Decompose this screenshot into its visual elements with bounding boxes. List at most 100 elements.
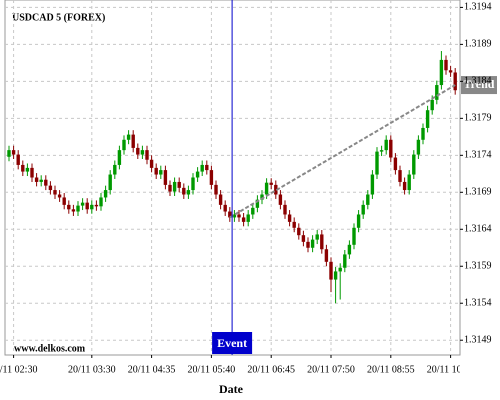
trend-label-box — [461, 76, 497, 95]
candle-body — [48, 185, 53, 191]
x-tick-label: 20/11 06:45 — [247, 364, 295, 375]
candle-body — [343, 254, 347, 268]
candle-body — [292, 221, 296, 228]
candle-body — [375, 151, 379, 175]
candle-body — [223, 204, 227, 212]
candle-body — [407, 174, 411, 191]
candle-body — [352, 227, 356, 245]
candle-body — [370, 174, 375, 195]
candle-body — [444, 59, 448, 71]
candle-body — [39, 179, 43, 182]
candle-body — [278, 194, 283, 205]
candle-body — [310, 239, 315, 248]
candle-body — [122, 139, 126, 151]
candle-body — [7, 150, 11, 157]
y-tick-label: 1.3154 — [464, 298, 492, 309]
candle-body — [361, 204, 365, 215]
x-tick-label: 20/11 05:40 — [188, 364, 236, 375]
candle-body — [53, 190, 57, 195]
y-tick-label: 1.3159 — [464, 261, 492, 272]
candle-body — [159, 170, 163, 175]
y-tick-label: 1.3184 — [464, 76, 492, 87]
y-labels: 1.3149 1.3154 1.3159 1.3164 1.3169 1.3174 1.31… — [460, 2, 492, 346]
candle-body — [71, 209, 76, 212]
candle-body — [393, 157, 398, 171]
candle-body — [126, 134, 131, 140]
candle-body — [287, 214, 292, 222]
candle-body — [172, 181, 177, 192]
candle-body — [320, 234, 324, 250]
trend-line — [229, 84, 456, 219]
candle-body — [103, 190, 108, 198]
candle-body — [301, 235, 306, 242]
candle-body — [347, 244, 352, 255]
candle-body — [21, 164, 25, 172]
candle-body — [435, 85, 439, 100]
candle-body — [131, 134, 135, 148]
candle-body — [191, 177, 195, 191]
candle-body — [269, 182, 273, 185]
candle-body — [44, 179, 48, 186]
candle-body — [430, 99, 434, 111]
grid — [5, 0, 460, 355]
candle-body — [149, 159, 154, 168]
candle-body — [412, 154, 416, 175]
candle-body — [384, 139, 388, 151]
x-tick-label: 20/11 03:30 — [68, 364, 116, 375]
candle-body — [154, 167, 158, 175]
candle-body — [283, 204, 287, 215]
candle-body — [379, 150, 384, 152]
candle-body — [30, 167, 34, 178]
x-tick-label: 20/11 02:30 — [0, 364, 37, 375]
y-tick-label: 1.3189 — [464, 39, 492, 50]
candle-body — [297, 227, 301, 236]
candle-body — [246, 214, 250, 222]
candle-body — [90, 204, 94, 210]
candle-body — [228, 211, 232, 218]
candle-body — [195, 171, 200, 178]
candle-body — [425, 110, 430, 128]
candle-body — [439, 59, 444, 86]
candle-body — [209, 170, 214, 185]
annotations: Trend Event — [212, 0, 497, 355]
candle-body — [85, 202, 89, 210]
candle-body — [356, 214, 361, 228]
chart-title: USDCAD 5 (FOREX) — [12, 12, 105, 23]
candle-body — [57, 194, 62, 198]
candle-body — [205, 164, 209, 171]
candle-body — [315, 234, 319, 240]
candle-body — [232, 214, 237, 218]
candle-body — [136, 147, 140, 155]
candle-body — [186, 190, 191, 195]
candle-body — [108, 174, 112, 191]
candle-body — [16, 154, 20, 165]
candle-body — [200, 164, 204, 172]
candle-body — [389, 139, 393, 158]
y-tick-label: 1.3149 — [464, 335, 492, 346]
candle-body — [421, 127, 425, 140]
candle-body — [306, 241, 310, 248]
candle-body — [333, 271, 338, 280]
candle-body — [274, 184, 278, 195]
candle-body — [80, 202, 85, 206]
candle-body — [67, 204, 71, 210]
y-tick-label: 1.3164 — [464, 224, 492, 235]
x-axis-title: Date — [219, 382, 244, 396]
event-label-box — [212, 332, 253, 354]
y-tick-label: 1.3169 — [464, 187, 492, 198]
candle-body — [11, 150, 16, 155]
trend-label: Trend — [464, 77, 495, 91]
y-tick-label: 1.3179 — [464, 113, 492, 124]
y-tick-label: 1.3174 — [464, 150, 492, 161]
candle-body — [448, 70, 453, 73]
candle-body — [117, 150, 122, 165]
candle-body — [182, 187, 186, 195]
y-tick-label: 1.3194 — [464, 2, 492, 13]
candle-body — [398, 170, 402, 182]
candle-body — [416, 139, 421, 155]
candle-body — [324, 249, 329, 262]
candle-body — [241, 217, 246, 222]
candle-body — [237, 214, 241, 218]
candle-body — [168, 184, 172, 192]
